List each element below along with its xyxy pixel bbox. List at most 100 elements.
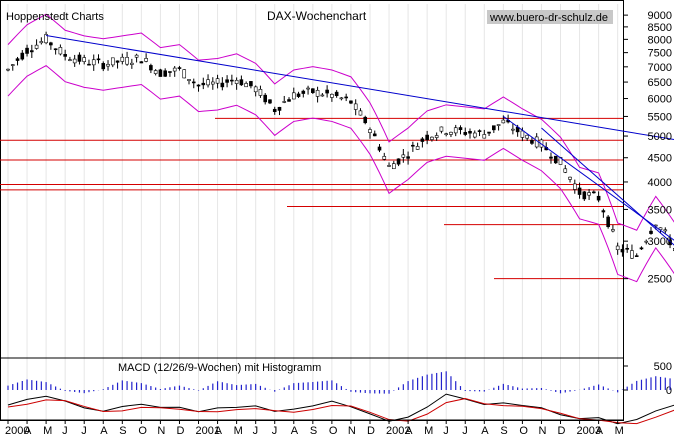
candle-body (15, 58, 20, 61)
candle-body (601, 210, 606, 213)
trendline (541, 127, 674, 246)
candle-body (130, 62, 134, 65)
x-tick-label: J (81, 425, 87, 437)
candle-body (91, 59, 96, 66)
candle-body (139, 61, 144, 64)
candle-body (10, 64, 15, 66)
price-candles (6, 31, 674, 259)
lower-band (7, 65, 674, 283)
candle-body (258, 89, 263, 96)
candle-body (268, 99, 272, 104)
x-tick-label: O (138, 425, 147, 437)
macd-line (7, 393, 674, 425)
x-tick-label: A (291, 425, 299, 437)
candle-body (30, 50, 34, 53)
x-tick-label: S (500, 425, 507, 437)
trendline (503, 116, 674, 241)
x-tick-label: D (367, 425, 375, 437)
candle-body (20, 52, 25, 60)
x-tick-label: M (424, 425, 433, 437)
candle-body (144, 58, 148, 62)
x-tick-label: J (253, 425, 259, 437)
candle-body (306, 87, 310, 90)
candle-body (239, 79, 244, 86)
candle-body (87, 63, 91, 66)
x-tick-label: N (538, 425, 546, 437)
candle-body (663, 229, 668, 232)
candle-body (301, 90, 306, 94)
trendlines (46, 35, 674, 246)
candle-body (34, 44, 39, 49)
candle-body (25, 47, 29, 54)
x-tick-label: N (157, 425, 165, 437)
candle-body (430, 136, 434, 140)
candle-body (396, 158, 401, 165)
y-tick-label: 8500 (648, 22, 672, 34)
candle-body (563, 168, 568, 173)
candle-body (215, 78, 220, 84)
candle-body (520, 130, 525, 138)
x-tick-label: 2002 (386, 425, 410, 437)
candle-body (72, 58, 77, 64)
candle-body (249, 81, 253, 87)
candle-body (496, 124, 501, 126)
x-tick-label: A (215, 425, 223, 437)
x-tick-label: O (329, 425, 338, 437)
macd-tick-label: 500 (654, 361, 672, 373)
x-tick-label: O (519, 425, 528, 437)
website-label: www.buero-dr-schulz.de (489, 12, 608, 24)
candle-body (615, 245, 620, 251)
candle-body (177, 67, 182, 69)
candle-body (411, 144, 415, 147)
envelope-bands (7, 13, 674, 283)
candle-body (68, 59, 72, 61)
x-tick-label: J (62, 425, 67, 437)
candle-body (477, 130, 482, 132)
signal-line (7, 398, 674, 425)
candle-body (125, 57, 129, 65)
candle-body (106, 63, 110, 67)
candle-body (387, 165, 391, 167)
candle-body (511, 128, 515, 131)
candle-body (630, 250, 634, 259)
x-tick-label: M (615, 425, 624, 437)
candle-body (582, 191, 587, 200)
chart-title: DAX-Wochenchart (267, 9, 367, 23)
candle-body (101, 63, 106, 70)
y-tick-label: 4500 (648, 153, 672, 165)
candle-body (611, 229, 615, 232)
candle-body (315, 90, 320, 97)
candle-body (39, 41, 44, 44)
candle-body (82, 57, 87, 62)
candle-body (282, 101, 287, 103)
candle-body (620, 248, 625, 253)
candle-body (596, 195, 601, 201)
candle-body (334, 91, 339, 97)
candle-body (291, 92, 296, 100)
macd-tick-label: 0 (666, 385, 672, 397)
candle-body (263, 94, 268, 103)
x-tick-label: D (176, 425, 184, 437)
candle-body (182, 69, 187, 79)
candle-body (311, 88, 315, 94)
candle-body (468, 131, 472, 134)
candle-body (644, 240, 649, 243)
candle-body (63, 54, 67, 57)
candle-body (6, 68, 10, 71)
candle-body (587, 192, 591, 196)
candle-body (120, 56, 125, 62)
candle-body (234, 79, 239, 84)
y-tick-label: 8000 (648, 34, 672, 46)
trendline (46, 35, 674, 141)
candle-body (649, 230, 653, 234)
candle-body (363, 116, 368, 124)
x-tick-label: S (310, 425, 317, 437)
upper-band (7, 13, 674, 231)
candle-body (296, 93, 301, 97)
candle-body (149, 65, 153, 71)
candle-body (353, 103, 358, 110)
